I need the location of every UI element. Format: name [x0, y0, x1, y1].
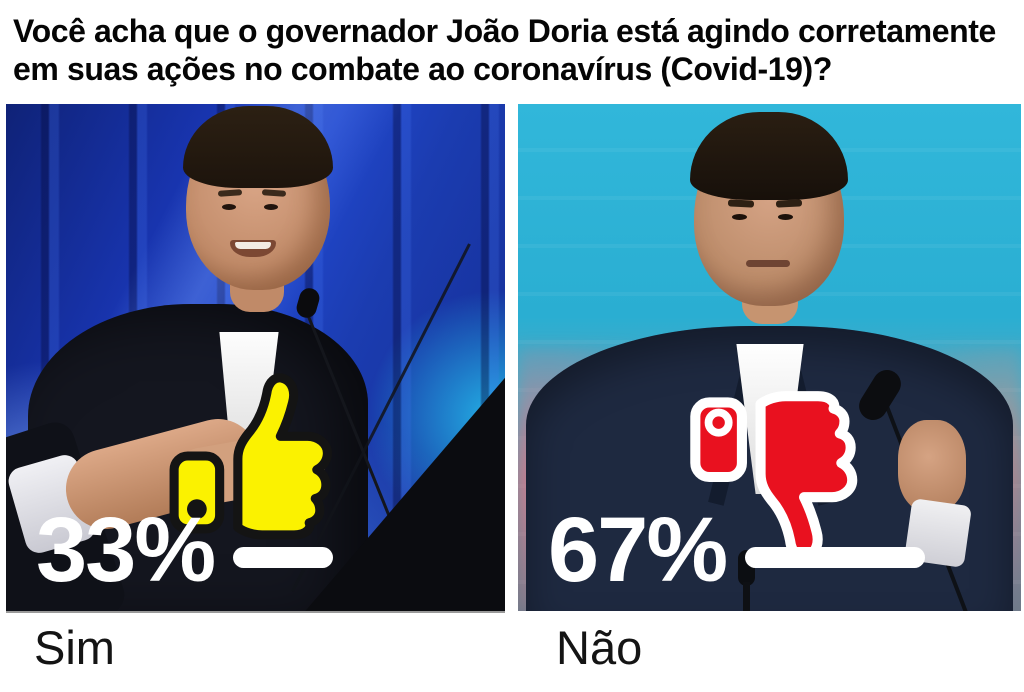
- poll-question: Você acha que o governador João Doria es…: [13, 12, 1013, 88]
- eye: [778, 214, 793, 220]
- hair: [690, 112, 848, 200]
- percent-sim: 33%: [36, 499, 216, 601]
- eyebrow: [775, 199, 803, 208]
- option-label-sim: Sim: [34, 621, 115, 674]
- podium-microphone-stem: [743, 582, 750, 611]
- result-bar-sim: [233, 547, 333, 568]
- result-bar-nao: [745, 547, 925, 568]
- hand-holding-mic: [898, 420, 966, 512]
- option-label-nao: Não: [556, 621, 643, 674]
- eye: [222, 204, 236, 210]
- hair: [183, 106, 333, 188]
- serious-mouth: [746, 260, 790, 267]
- eyebrow: [727, 199, 755, 208]
- thumbs-up-icon: [169, 373, 332, 540]
- percent-nao: 67%: [548, 499, 728, 601]
- eye: [732, 214, 747, 220]
- poll-question-line2: em suas ações no combate ao coronavírus …: [13, 51, 832, 87]
- teeth: [235, 242, 271, 249]
- poll-question-line1: Você acha que o governador João Doria es…: [13, 13, 996, 49]
- eye: [264, 204, 278, 210]
